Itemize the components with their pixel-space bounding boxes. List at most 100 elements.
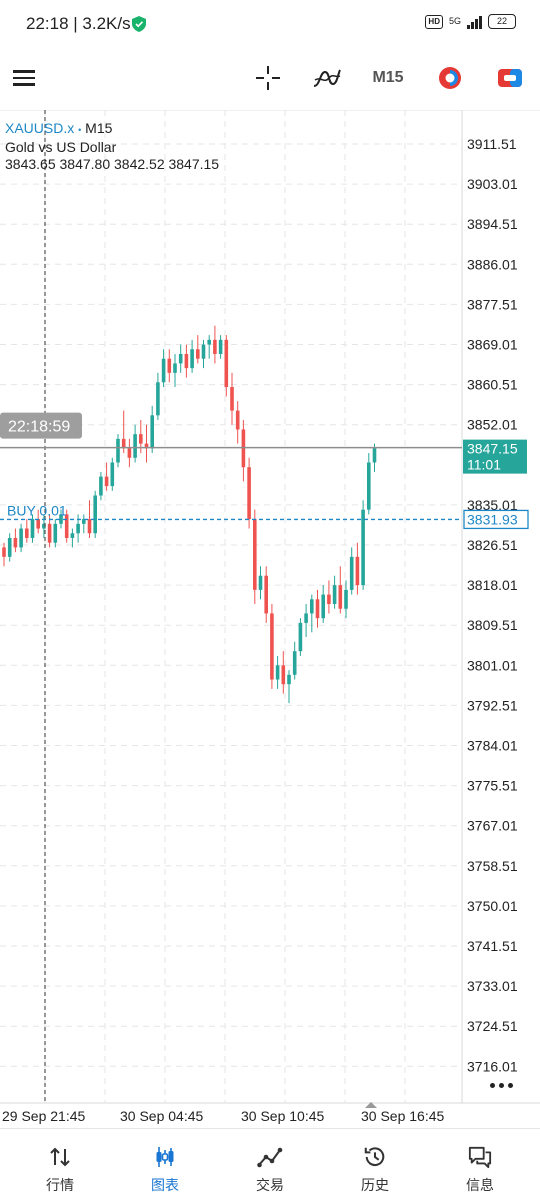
candle-body <box>321 594 325 619</box>
current-price-value: 3847.15 <box>467 441 518 457</box>
candle-body <box>349 556 354 590</box>
current-price-tag <box>463 439 527 474</box>
network-type: 5G <box>448 16 461 26</box>
candle-body <box>367 462 371 510</box>
candle-body <box>224 339 229 388</box>
candle-body <box>332 585 337 605</box>
candle-body <box>190 349 194 369</box>
crosshair-icon <box>256 66 280 90</box>
time-tick-label: 30 Sep 10:45 <box>241 1108 325 1124</box>
price-tick-label: 3869.01 <box>467 337 518 353</box>
price-tick-label: 3750.01 <box>467 898 518 914</box>
price-tick-label: 3835.01 <box>467 497 518 513</box>
price-tick-label: 3809.51 <box>467 617 518 633</box>
candle-body <box>218 339 223 354</box>
candle-body <box>201 344 206 359</box>
price-tick-label: 3724.51 <box>467 1018 518 1034</box>
chart-header: XAUUSD.x • M15 Gold vs US Dollar 3843.65… <box>5 120 219 173</box>
buy-price-value: 3831.93 <box>467 511 518 527</box>
candle-body <box>270 613 274 680</box>
time-tick-label: 29 Sep 21:45 <box>2 1108 86 1124</box>
symbol-name[interactable]: XAUUSD.x <box>5 120 75 136</box>
price-tick-label: 3775.51 <box>467 778 518 794</box>
nav-trade[interactable]: 交易 <box>230 1129 310 1201</box>
candle-body <box>64 514 69 538</box>
one-click-trading-button[interactable] <box>434 50 466 106</box>
candle-body <box>361 509 365 586</box>
price-tick-label: 3818.01 <box>467 577 518 593</box>
hd-badge: HD <box>425 14 443 29</box>
nav-label: 信息 <box>466 1177 494 1193</box>
trade-line-icon <box>257 1147 283 1168</box>
candle-body <box>327 594 331 605</box>
candle-body <box>30 519 35 538</box>
candle-body <box>127 448 132 458</box>
nav-messages[interactable]: 信息 <box>440 1129 520 1201</box>
candle-body <box>258 575 263 590</box>
quotes-icon <box>50 1147 70 1167</box>
indicators-button[interactable] <box>310 50 344 106</box>
chart-area[interactable]: 3911.51 3903.01 3894.51 3886.01 3877.51 3869.… <box>0 110 540 1128</box>
candle-body <box>139 434 143 444</box>
candle-body <box>99 476 103 496</box>
battery-level: 22 <box>496 16 507 26</box>
price-tick-label: 3716.01 <box>467 1058 518 1074</box>
price-tick-label: 3903.01 <box>467 176 518 192</box>
price-chart[interactable]: 3911.51 3903.01 3894.51 3886.01 3877.51 3869.… <box>0 110 540 1128</box>
indicators-icon <box>313 69 341 87</box>
candle-body <box>70 533 75 538</box>
candle-body <box>372 448 377 463</box>
buy-price-tag <box>463 509 529 530</box>
bottom-navigation: 行情 图表 交易 历史 信息 <box>0 1128 540 1201</box>
menu-button[interactable] <box>10 50 38 106</box>
price-tick-label: 3911.51 <box>467 136 517 152</box>
price-tick-label: 3894.51 <box>467 216 518 232</box>
candle-body <box>253 519 257 590</box>
candle-body <box>104 476 109 487</box>
price-tick-label: 3852.01 <box>467 417 518 433</box>
symbol-description: Gold vs US Dollar <box>5 139 117 155</box>
candle-body <box>207 339 211 345</box>
candle-body <box>2 547 6 557</box>
price-tick-label: 3758.51 <box>467 858 518 874</box>
more-options-button[interactable] <box>490 1078 518 1092</box>
time-tick-label: 30 Sep 16:45 <box>361 1108 445 1124</box>
crosshair-button[interactable] <box>252 50 284 106</box>
price-tick-label: 3733.01 <box>467 978 518 994</box>
time-tick-label: 30 Sep 04:45 <box>120 1108 204 1124</box>
candle-body <box>310 599 314 614</box>
nav-history[interactable]: 历史 <box>335 1129 415 1201</box>
price-tick-label: 3826.51 <box>467 537 518 553</box>
candle-body <box>144 443 149 449</box>
candle-body <box>247 467 251 520</box>
ohlc-values: 3843.65 3847.80 3842.52 3847.15 <box>5 156 220 172</box>
candle-body <box>42 523 46 529</box>
candle-body <box>264 575 268 614</box>
candle-body <box>315 599 320 619</box>
candle-body <box>298 622 303 652</box>
price-tick-label: 3741.51 <box>467 938 518 954</box>
candle-body <box>19 528 23 548</box>
candle-body <box>196 349 200 359</box>
nav-label: 行情 <box>46 1177 74 1193</box>
chart-toolbar: M15 <box>0 50 540 106</box>
new-order-button[interactable] <box>494 50 526 106</box>
candle-body <box>344 589 348 609</box>
candle-body <box>292 651 297 675</box>
timeframe-button[interactable]: M15 <box>372 69 404 86</box>
nav-chart[interactable]: 图表 <box>125 1129 205 1201</box>
candle-body <box>93 495 97 534</box>
shield-icon <box>132 16 146 32</box>
nav-label: 图表 <box>151 1177 179 1193</box>
nav-quotes[interactable]: 行情 <box>20 1129 100 1201</box>
messages-icon <box>468 1146 492 1169</box>
candle-body <box>287 674 291 685</box>
candle-body <box>173 363 177 373</box>
candle-body <box>235 410 240 430</box>
scroll-marker-icon <box>365 1102 377 1108</box>
candle-body <box>7 537 12 557</box>
candle-body <box>59 514 63 524</box>
nav-label: 交易 <box>256 1177 284 1193</box>
candle-body <box>338 585 343 609</box>
buy-order-label: BUY 0.01 <box>7 502 67 518</box>
